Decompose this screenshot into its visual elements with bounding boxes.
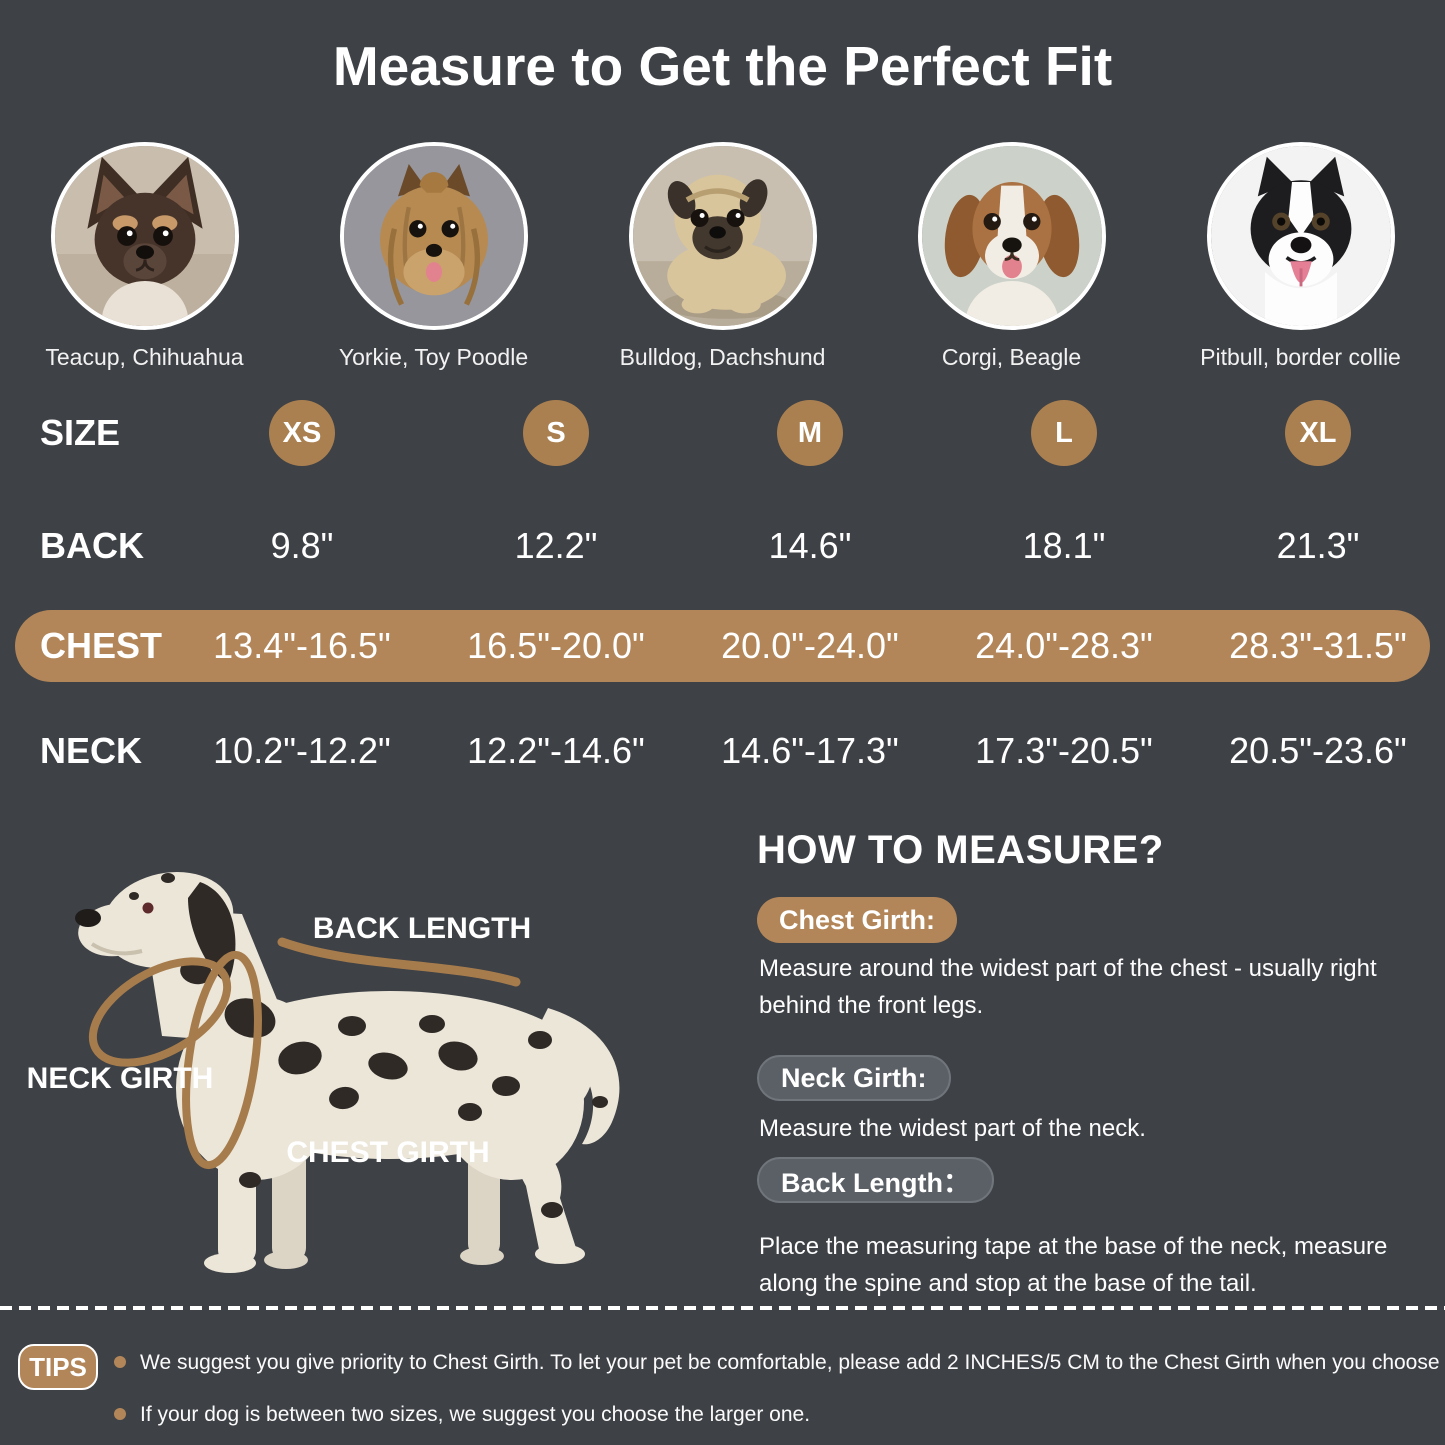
neck-row-label: NECK	[40, 730, 143, 771]
size-row-label: SIZE	[40, 412, 121, 453]
neck-value-xs: 10.2"-12.2"	[213, 730, 391, 771]
neck-girth-label: NECK GIRTH	[27, 1062, 214, 1095]
size-badge-xl: XL	[1285, 400, 1351, 466]
back-value-xs: 9.8"	[270, 525, 334, 566]
back-length-arc	[277, 937, 521, 987]
breed-label: Bulldog, Dachshund	[619, 344, 826, 370]
measuring-bands	[88, 937, 521, 1170]
yorkie-photo	[339, 142, 528, 330]
breed-column-xl: Pitbull, border collie	[1156, 142, 1445, 371]
breed-column-l: Corgi, Beagle	[867, 142, 1156, 371]
chest-value-xs: 13.4"-16.5"	[213, 625, 391, 666]
breed-column-m: Bulldog, Dachshund	[578, 142, 867, 371]
chihuahua-illustration	[54, 146, 235, 326]
beagle-illustration	[921, 146, 1102, 326]
tip-item-1: We suggest you give priority to Chest Gi…	[140, 1351, 1445, 1374]
chihuahua-photo	[50, 142, 239, 330]
size-badge-m: M	[777, 400, 843, 466]
neck-girth-description: Measure the widest part of the neck.	[759, 1115, 1146, 1142]
chest-value-l: 24.0"-28.3"	[975, 625, 1153, 666]
neck-girth-pill: Neck Girth:	[757, 1055, 951, 1101]
tips-badge: TIPS	[18, 1344, 98, 1390]
neck-value-l: 17.3"-20.5"	[975, 730, 1153, 771]
size-row: SIZE XS S M L XL	[0, 398, 1445, 468]
breed-label: Corgi, Beagle	[941, 344, 1082, 370]
back-length-label: BACK LENGTH	[313, 912, 531, 945]
back-row: BACK 9.8" 12.2" 14.6" 18.1" 21.3"	[0, 521, 1445, 571]
back-value-xl: 21.3"	[1276, 525, 1360, 566]
neck-value-xl: 20.5"-23.6"	[1229, 730, 1407, 771]
chest-row: CHEST 13.4"-16.5" 16.5"-20.0" 20.0"-24.0…	[0, 610, 1445, 682]
neck-row: NECK 10.2"-12.2" 12.2"-14.6" 14.6"-17.3"…	[0, 726, 1445, 776]
size-badge-s: S	[523, 400, 589, 466]
chest-girth-label: CHEST GIRTH	[286, 1136, 489, 1169]
tip-bullet-icon	[114, 1408, 126, 1420]
chest-row-label: CHEST	[40, 625, 163, 666]
back-row-label: BACK	[40, 525, 144, 566]
breed-column-s: Yorkie, Toy Poodle	[289, 142, 578, 371]
back-value-s: 12.2"	[514, 525, 598, 566]
chest-highlight-band	[15, 610, 1430, 682]
chest-girth-pill: Chest Girth:	[757, 897, 958, 943]
pug-illustration	[632, 146, 813, 326]
page-title: Measure to Get the Perfect Fit	[332, 35, 1113, 97]
size-badge-xs: XS	[269, 400, 335, 466]
breed-label: Pitbull, border collie	[1200, 344, 1401, 370]
size-badge-l: L	[1031, 400, 1097, 466]
neck-girth-band	[88, 957, 232, 1067]
chest-value-xl: 28.3"-31.5"	[1229, 625, 1407, 666]
neck-value-s: 12.2"-14.6"	[467, 730, 645, 771]
chest-girth-band	[182, 950, 262, 1170]
chest-girth-description: Measure around the widest part of the ch…	[759, 955, 1377, 1019]
chest-value-s: 16.5"-20.0"	[467, 625, 645, 666]
neck-value-m: 14.6"-17.3"	[721, 730, 899, 771]
breed-column-xs: Teacup, Chihuahua	[0, 142, 289, 371]
back-value-l: 18.1"	[1022, 525, 1106, 566]
back-length-pill: Back Length：	[757, 1157, 995, 1203]
border-collie-illustration	[1210, 146, 1391, 326]
breed-label: Yorkie, Toy Poodle	[338, 344, 529, 370]
dog-measuring-diagram: BACK LENGTH NECK GIRTH CHEST GIRTH	[27, 872, 620, 1273]
beagle-photo	[917, 142, 1106, 330]
breed-photos-row: Teacup, Chihuahua Yorkie, Toy	[0, 142, 1445, 371]
border-collie-photo	[1206, 142, 1395, 330]
dalmatian-spots	[129, 873, 608, 1218]
yorkie-illustration	[343, 146, 524, 326]
how-to-measure-heading: HOW TO MEASURE?	[757, 828, 1164, 872]
back-value-m: 14.6"	[768, 525, 852, 566]
tip-item-2: If your dog is between two sizes, we sug…	[140, 1403, 811, 1426]
tip-bullet-icon	[114, 1356, 126, 1368]
chest-value-m: 20.0"-24.0"	[721, 625, 899, 666]
back-length-description: Place the measuring tape at the base of …	[759, 1233, 1388, 1297]
breed-label: Teacup, Chihuahua	[45, 344, 244, 370]
pug-photo	[628, 142, 817, 330]
dashed-divider	[0, 1306, 1445, 1310]
